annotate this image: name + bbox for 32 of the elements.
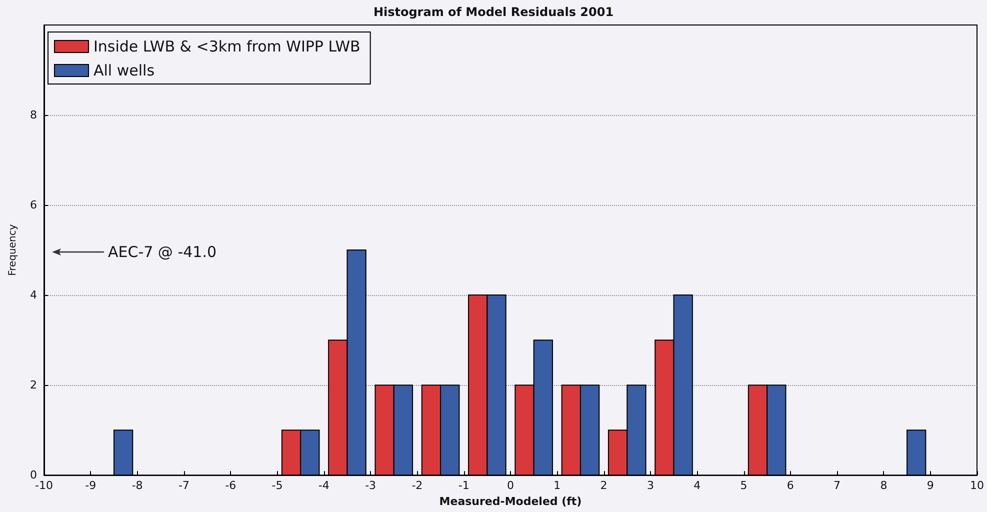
- y-axis-title: Frequency: [8, 224, 18, 276]
- x-tick-label: 7: [834, 479, 841, 492]
- x-tick-label: 8: [880, 479, 888, 492]
- x-tick-label: 10: [970, 479, 984, 492]
- y-tick-label: 4: [30, 288, 37, 302]
- legend-label: Inside LWB & <3km from WIPP LWB: [94, 38, 360, 56]
- x-tick-label: -5: [272, 479, 283, 492]
- x-tick-label: 0: [507, 479, 514, 492]
- x-tick-label: -2: [412, 479, 423, 492]
- y-tick-label: 0: [30, 468, 37, 482]
- annotation: AEC-7 @ -41.0: [108, 243, 217, 261]
- legend-label: All wells: [94, 62, 155, 80]
- x-tick-label: -8: [132, 479, 143, 492]
- x-tick-label: -4: [318, 479, 330, 492]
- x-tick-label: -7: [178, 479, 190, 492]
- y-tick-label: 6: [30, 198, 37, 212]
- y-tick-label: 2: [30, 378, 37, 392]
- y-tick-label: 8: [30, 108, 37, 122]
- x-tick-label: 5: [740, 479, 748, 492]
- x-tick-label: 9: [926, 479, 934, 492]
- x-tick-label: -3: [365, 479, 376, 492]
- x-axis-title: Measured-Modeled (ft): [439, 495, 582, 508]
- x-tick-label: -1: [458, 479, 470, 492]
- chart-title: Histogram of Model Residuals 2001: [373, 5, 614, 19]
- x-tick-label: 3: [646, 479, 654, 492]
- x-tick-label: -9: [85, 479, 96, 492]
- x-tick-label: 2: [600, 479, 608, 492]
- x-tick-label: 1: [554, 479, 561, 492]
- x-tick-label: 6: [786, 479, 794, 492]
- x-tick-label: 4: [694, 479, 701, 492]
- x-tick-label: -6: [225, 479, 236, 492]
- x-tick-label: -10: [35, 479, 53, 492]
